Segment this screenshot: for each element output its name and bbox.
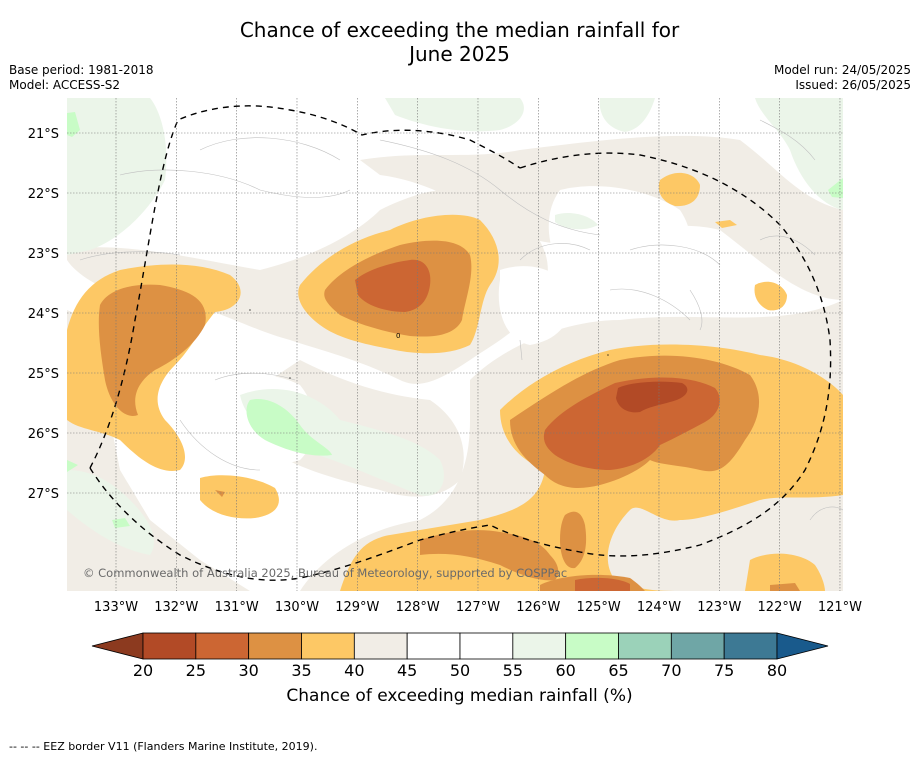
contour-mark: 0	[396, 332, 400, 340]
lon-label: 130°W	[275, 600, 319, 615]
colorbar-bin	[248, 632, 302, 660]
band-60-65	[67, 112, 843, 528]
colorbar-bin	[301, 632, 355, 660]
lat-label: 24°S	[28, 307, 59, 322]
colorbar-under-arrow	[91, 632, 144, 660]
rainfall-map: 0 0 0 0 © Commonwealth of Australia 2025…	[28, 98, 862, 680]
colorbar-bin	[353, 632, 408, 660]
colorbar-tick-label: 25	[186, 661, 206, 680]
lon-label: 132°W	[154, 600, 198, 615]
title-line-1: Chance of exceeding the median rainfall …	[239, 18, 680, 42]
longitude-labels: 133°W 132°W 131°W 130°W 129°W 128°W 127°W 126°W…	[94, 600, 862, 615]
colorbar-tick-label: 45	[397, 661, 417, 680]
lon-label: 126°W	[516, 600, 560, 615]
colorbar-bin	[406, 632, 461, 660]
colorbar-bin	[142, 632, 197, 660]
lon-label: 122°W	[758, 600, 802, 615]
colorbar-bin	[565, 632, 619, 660]
band-25-30	[355, 259, 720, 591]
lon-label: 127°W	[456, 600, 500, 615]
chart-title: Chance of exceeding the median rainfall …	[0, 18, 919, 66]
colorbar-tick-label: 55	[503, 661, 523, 680]
issued-date: Issued: 26/05/2025	[795, 78, 911, 92]
colorbar-bin	[723, 632, 778, 660]
band-20-25	[616, 381, 688, 413]
map-field: 0 0 0 0 © Commonwealth of Australia 2025…	[67, 98, 843, 591]
meta-right: Model run: 24/05/2025 Issued: 26/05/2025	[774, 63, 911, 93]
lon-label: 129°W	[335, 600, 379, 615]
contour-mark: 0	[249, 308, 251, 312]
colorbar-tick-label: 75	[714, 661, 734, 680]
model-run: Model run: 24/05/2025	[773, 63, 911, 77]
band-55-60	[67, 98, 843, 555]
contour-mark: 0	[607, 353, 609, 357]
colorbar-label: Chance of exceeding median rainfall (%)	[286, 686, 633, 706]
colorbar-bin	[670, 632, 725, 660]
colorbar-tick-label: 30	[238, 661, 258, 680]
footer-note: -- -- -- EEZ border V11 (Flanders Marine…	[9, 740, 318, 753]
lon-label: 124°W	[637, 600, 681, 615]
colorbar-bin	[618, 632, 672, 660]
lon-label: 128°W	[396, 600, 440, 615]
colorbar-bin	[512, 632, 567, 660]
contour-mark: 0	[289, 376, 291, 380]
colorbar-tick-label: 80	[767, 661, 787, 680]
colorbar-over-arrow	[776, 632, 829, 660]
lon-label: 131°W	[215, 600, 259, 615]
contour-marks: 0 0 0 0	[249, 308, 609, 380]
lat-label: 25°S	[28, 367, 59, 382]
colorbar-tick-label: 35	[291, 661, 311, 680]
copyright-notice: © Commonwealth of Australia 2025, Bureau…	[83, 566, 567, 580]
colorbar-tick-label: 20	[133, 661, 153, 680]
lat-label: 23°S	[28, 247, 59, 262]
latitude-labels: 21°S 22°S 23°S 24°S 25°S 26°S 27°S	[28, 127, 59, 502]
gridlines	[67, 98, 843, 591]
eez-border	[89, 105, 832, 581]
lon-label: 121°W	[818, 600, 862, 615]
lat-label: 22°S	[28, 187, 59, 202]
colorbar-bin	[195, 632, 250, 660]
model-name: Model: ACCESS-S2	[9, 78, 121, 92]
meta-left: Base period: 1981-2018 Model: ACCESS-S2	[9, 63, 154, 93]
colorbar-tick-label: 65	[608, 661, 628, 680]
lon-label: 133°W	[94, 600, 138, 615]
lon-label: 125°W	[577, 600, 621, 615]
contour-lines	[79, 119, 843, 521]
lat-label: 27°S	[28, 487, 59, 502]
colorbar-tick-label: 60	[555, 661, 575, 680]
colorbar-tick-label: 40	[344, 661, 364, 680]
lon-label: 123°W	[697, 600, 741, 615]
colorbar-bin	[459, 632, 514, 660]
base-period: Base period: 1981-2018	[9, 63, 154, 77]
colorbar: 20 25 30 35 40 45 50 55 60 65 70 75 80	[91, 632, 829, 680]
lat-label: 26°S	[28, 427, 59, 442]
lat-label: 21°S	[28, 127, 59, 142]
colorbar-tick-label: 50	[450, 661, 470, 680]
colorbar-tick-label: 70	[661, 661, 681, 680]
title-line-2: June 2025	[409, 42, 510, 66]
